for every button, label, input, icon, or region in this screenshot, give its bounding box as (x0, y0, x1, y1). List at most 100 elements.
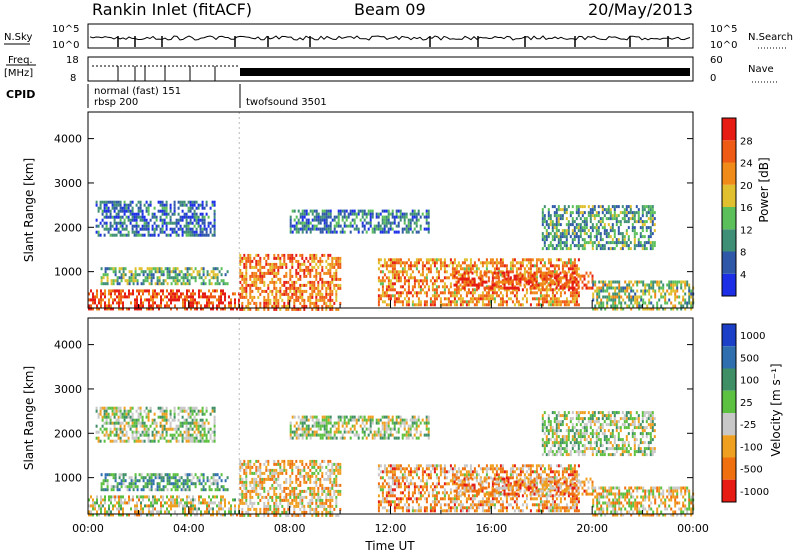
power-echo-cell (519, 280, 522, 284)
power-echo-cell (287, 307, 290, 311)
power-echo-cell (672, 289, 675, 293)
power-echo-cell (459, 283, 462, 287)
power-echo-cell (551, 205, 554, 209)
power-echo-cell (124, 279, 127, 283)
velocity-echo-cell (216, 513, 218, 517)
power-echo-cell (257, 253, 260, 257)
velocity-echo-cell (208, 479, 211, 483)
power-echo-cell (247, 304, 250, 308)
power-echo-cell (131, 215, 134, 219)
power-echo-cell (640, 295, 643, 299)
power-echo-cell (603, 226, 606, 230)
power-echo-cell (189, 206, 192, 210)
velocity-echo-cell (241, 507, 244, 511)
power-echo-cell (589, 220, 592, 224)
power-echo-cell (117, 230, 120, 234)
power-echo-cell (325, 301, 328, 305)
velocity-echo-cell (257, 468, 260, 472)
velocity-echo-cell (253, 507, 256, 511)
power-echo-cell (191, 230, 194, 234)
power-echo-cell (417, 297, 420, 301)
velocity-echo-cell (197, 427, 200, 431)
power-echo-cell (509, 297, 512, 301)
power-echo-cell (387, 258, 390, 262)
power-echo-cell (606, 298, 609, 302)
power-echo-cell (401, 212, 404, 216)
power-echo-cell (425, 282, 428, 286)
power-echo-cell (309, 268, 312, 272)
power-echo-cell (123, 221, 126, 225)
velocity-echo-cell (241, 510, 244, 514)
power-echo-cell (239, 259, 242, 263)
power-echo-cell (495, 267, 498, 271)
velocity-echo-cell (136, 495, 138, 499)
power-echo-cell (569, 235, 572, 239)
power-echo-cell (111, 233, 114, 237)
power-echo-cell (249, 295, 252, 299)
power-echo-cell (88, 304, 90, 308)
velocity-echo-cell (104, 479, 107, 483)
velocity-echo-cell (120, 482, 123, 486)
power-echo-cell (218, 301, 220, 305)
power-echo-cell (319, 274, 322, 278)
power-echo-cell (473, 280, 476, 284)
power-echo-cell (453, 294, 456, 298)
power-echo-cell (413, 209, 416, 213)
power-echo-cell (475, 297, 478, 301)
velocity-echo-cell (181, 424, 184, 428)
power-echo-cell (339, 265, 342, 269)
velocity-echo-cell (104, 495, 106, 499)
velocity-echo-cell (194, 473, 197, 477)
power-echo-cell (287, 301, 290, 305)
power-echo-cell (606, 286, 609, 290)
velocity-echo-cell (133, 418, 136, 422)
power-echo-cell (303, 304, 306, 308)
power-echo-cell (617, 238, 620, 242)
power-echo-cell (189, 227, 192, 231)
velocity-echo-cell (198, 482, 201, 486)
power-echo-cell (383, 291, 386, 295)
power-echo-cell (443, 303, 446, 307)
power-echo-cell (387, 297, 390, 301)
power-echo-cell (323, 298, 326, 302)
power-echo-cell (413, 221, 416, 225)
power-echo-cell (656, 307, 659, 311)
velocity-echo-cell (137, 436, 140, 440)
power-echo-cell (467, 283, 470, 287)
power-ytick-label: 1000 (54, 266, 82, 279)
velocity-echo-cell (212, 482, 215, 486)
power-echo-cell (541, 264, 544, 268)
power-echo-cell (609, 211, 612, 215)
power-echo-cell (557, 223, 560, 227)
power-echo-cell (186, 307, 188, 311)
velocity-echo-cell (112, 485, 115, 489)
power-echo-cell (106, 304, 108, 308)
nsearch-top-tick: 10^5 (710, 24, 737, 35)
velocity-echo-cell (143, 430, 146, 434)
power-echo-cell (571, 286, 574, 290)
power-echo-cell (137, 230, 140, 234)
velocity-echo-cell (103, 439, 106, 443)
power-echo-cell (634, 298, 637, 302)
velocity-echo-cell (130, 485, 133, 489)
power-echo-cell (649, 247, 652, 251)
power-echo-cell (437, 294, 440, 298)
velocity-echo-cell (113, 421, 116, 425)
power-echo-cell (403, 218, 406, 222)
power-echo-cell (463, 273, 466, 277)
power-echo-cell (154, 292, 156, 296)
velocity-echo-cell (182, 479, 185, 483)
power-echo-cell (226, 270, 229, 274)
power-echo-cell (160, 289, 162, 293)
power-echo-cell (645, 220, 648, 224)
power-echo-cell (577, 226, 580, 230)
power-echo-cell (421, 273, 424, 277)
power-echo-cell (589, 211, 592, 215)
power-echo-cell (547, 273, 550, 277)
velocity-echo-cell (183, 421, 186, 425)
power-echo-cell (105, 224, 108, 228)
velocity-echo-cell (249, 489, 252, 493)
power-echo-cell (151, 215, 154, 219)
power-echo-cell (429, 270, 432, 274)
power-echo-cell (467, 288, 470, 292)
